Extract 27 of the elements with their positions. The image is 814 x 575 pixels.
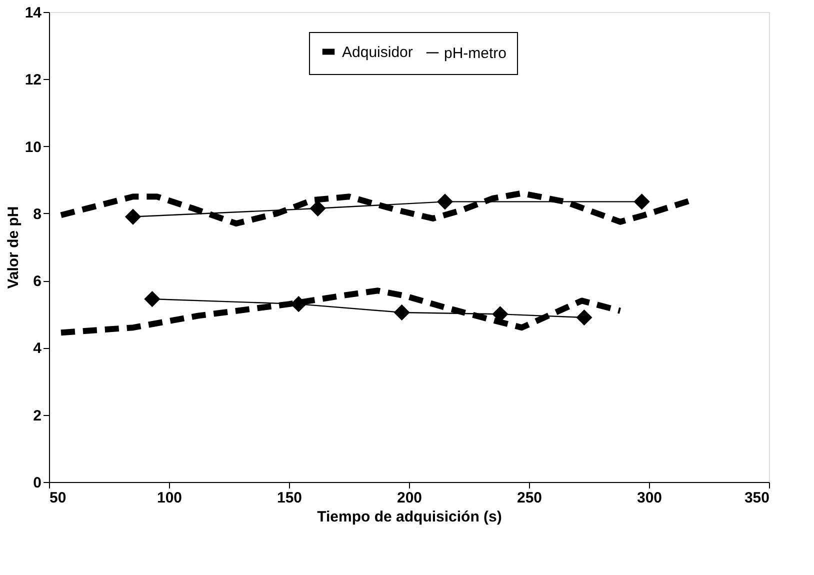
y-tick-label: 2 (33, 407, 42, 424)
legend-label: Adquisidor (342, 44, 413, 61)
x-tick-label: 300 (636, 490, 662, 506)
y-tick-label: 4 (33, 340, 42, 358)
point (310, 200, 326, 216)
point (144, 290, 160, 308)
y-tick-label: 14 (24, 4, 42, 22)
x-tick-label: 150 (276, 490, 302, 506)
point (436, 194, 454, 210)
y-tick-label: 10 (24, 138, 42, 156)
x-tick-label: 200 (396, 490, 422, 506)
point (394, 304, 410, 321)
x-tick-label: 50 (50, 490, 66, 506)
x-tick-label: 250 (516, 490, 542, 506)
point (124, 208, 142, 225)
y-tick-label: 8 (33, 206, 42, 223)
point (576, 309, 592, 326)
y-tick-label: 6 (33, 273, 42, 290)
legend-label: pH-metro (444, 44, 507, 62)
point (634, 194, 650, 210)
x-tick-label: 100 (156, 490, 182, 506)
point (290, 296, 307, 312)
y-tick-label: 0 (33, 474, 42, 492)
y-axis-title: Valor de pH (4, 206, 22, 289)
x-tick-label: 350 (744, 490, 770, 506)
x-axis-title: Tiempo de adquisición (s) (317, 508, 502, 526)
y-tick-label: 12 (24, 72, 42, 89)
